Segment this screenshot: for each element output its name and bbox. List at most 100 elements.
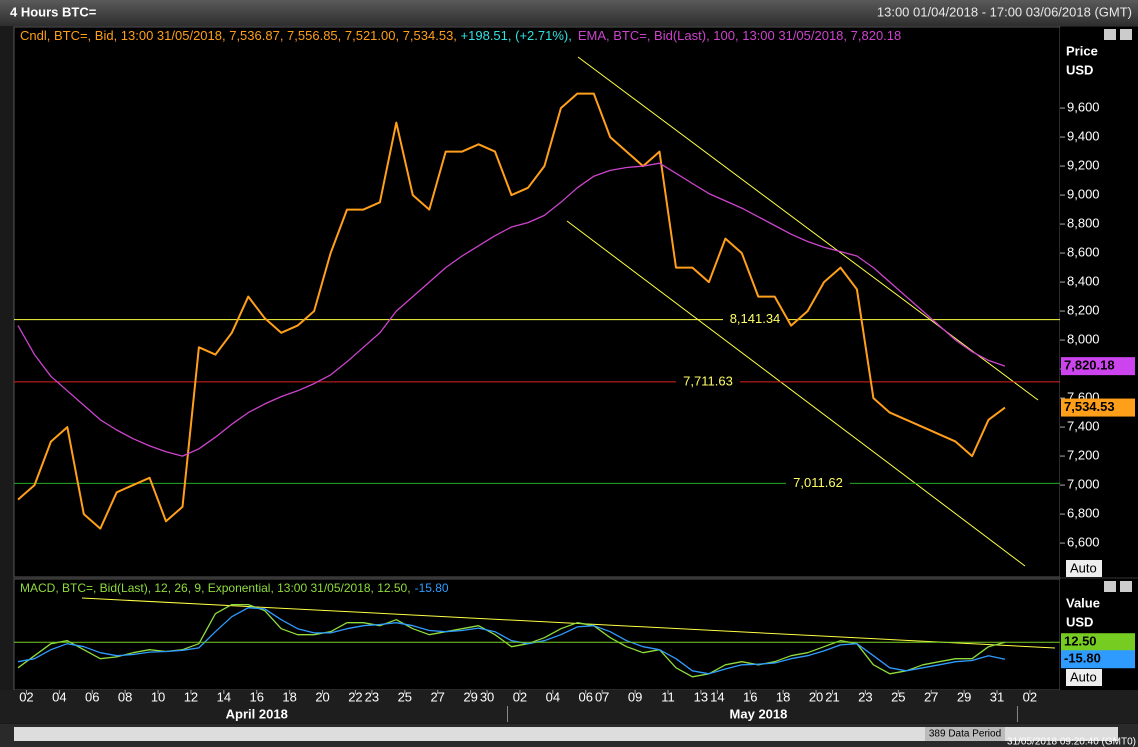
y-tick-label: 6,800 (1067, 506, 1100, 521)
x-tick-label: 29 (957, 689, 971, 704)
legend-entry: MACD, BTC=, Bid(Last), 12, 26, 9, Expone… (20, 581, 411, 595)
y-tick-label: 9,400 (1067, 128, 1100, 143)
y-tick-label: 7,400 (1067, 419, 1100, 434)
value-marker-label: 7,534.53 (1064, 399, 1115, 414)
axis-unit: USD (1066, 62, 1093, 77)
y-tick-label: 8,200 (1067, 303, 1100, 318)
x-tick-label: 27 (430, 689, 444, 704)
x-axis (0, 690, 1138, 723)
level-label-bg (786, 475, 850, 492)
x-tick-label: 02 (513, 689, 527, 704)
auto-label[interactable]: Auto (1070, 560, 1097, 575)
y-tick-label: 7,000 (1067, 477, 1100, 492)
y-tick-label: 6,600 (1067, 535, 1100, 550)
value-marker (1061, 633, 1135, 652)
y-tick-label: 9,600 (1067, 99, 1100, 114)
y-tick-label: 8,400 (1067, 273, 1100, 288)
x-tick-label: 14 (710, 689, 724, 704)
level-label: 7,011.62 (793, 475, 843, 490)
x-tick-label: 31 (990, 689, 1004, 704)
x-tick-label: 29 (463, 689, 477, 704)
x-tick-label: 20 (809, 689, 823, 704)
x-tick-label: 23 (858, 689, 872, 704)
legend-entry: EMA, BTC=, Bid(Last), 100, 13:00 31/05/2… (578, 28, 901, 43)
x-tick-label: 20 (315, 689, 329, 704)
auto-button[interactable] (1066, 560, 1102, 577)
level-label: 8,141.34 (730, 311, 781, 326)
panel-close[interactable] (1120, 29, 1132, 40)
axis-title: Price (1066, 43, 1098, 58)
panel-icon[interactable] (1104, 581, 1116, 592)
series-line (17, 92, 1006, 530)
x-tick-label: 14 (217, 689, 231, 704)
x-tick-label: 02 (19, 689, 33, 704)
axis-unit: USD (1066, 614, 1093, 629)
x-tick-label: 06 (579, 689, 593, 704)
auto-button[interactable] (1066, 669, 1102, 686)
window-title: 4 Hours BTC= (10, 4, 97, 19)
level-label-bg (723, 311, 787, 328)
x-tick-label: 13 (694, 689, 708, 704)
x-tick-label: 25 (398, 689, 412, 704)
x-tick-label: 11 (661, 689, 675, 704)
auto-label[interactable]: Auto (1070, 669, 1097, 684)
series-line (17, 162, 1006, 457)
x-tick-label: 06 (85, 689, 99, 704)
x-tick-label: 27 (924, 689, 938, 704)
x-tick-label: 12 (184, 689, 198, 704)
value-marker-label: 12.50 (1064, 634, 1097, 649)
header-bar (0, 0, 1138, 26)
x-tick-label: 09 (628, 689, 642, 704)
x-tick-label: 23 (365, 689, 379, 704)
macd-legend: MACD, BTC=, Bid(Last), 12, 26, 9, Expone… (20, 581, 449, 595)
timestamp: 31/05/2018 09:20:40 (GMT0) (1007, 737, 1136, 747)
trend-line (577, 56, 1039, 401)
x-tick-label: 04 (546, 689, 560, 704)
series-line (17, 607, 1006, 675)
y-tick-label: 8,000 (1067, 332, 1100, 347)
x-tick-label: 07 (595, 689, 609, 704)
month-label: May 2018 (730, 706, 788, 721)
scrollbar[interactable] (14, 727, 1118, 741)
panel-close[interactable] (1120, 581, 1132, 592)
x-tick-label: 30 (480, 689, 494, 704)
value-marker-label: 7,820.18 (1064, 358, 1115, 373)
x-tick-label: 21 (825, 689, 839, 704)
x-tick-label: 10 (151, 689, 165, 704)
x-tick-label: 16 (743, 689, 757, 704)
date-range: 13:00 01/04/2018 - 17:00 03/06/2018 (GMT… (877, 4, 1132, 19)
scroll-thumb[interactable] (925, 727, 1005, 741)
data-period: 389 Data Period (929, 729, 1001, 740)
x-tick-label: 22 (348, 689, 362, 704)
price-legend: Cndl, BTC=, Bid, 13:00 31/05/2018, 7,536… (20, 28, 901, 43)
y-tick-label: 8,800 (1067, 215, 1100, 230)
value-marker (1061, 650, 1135, 669)
level-label-bg (676, 373, 740, 390)
y-tick-label: 8,600 (1067, 244, 1100, 259)
value-marker (1061, 398, 1135, 417)
x-tick-label: 08 (118, 689, 132, 704)
legend-change: +198.51, (+2.71%), (461, 28, 572, 43)
axis-title: Value (1066, 595, 1100, 610)
trend-line (566, 220, 1026, 567)
panel-icon[interactable] (1104, 29, 1116, 40)
value-marker-label: -15.80 (1064, 651, 1101, 666)
legend-entry: -15.80 (415, 581, 449, 595)
value-marker (1061, 357, 1135, 376)
y-tick-label: 9,200 (1067, 157, 1100, 172)
legend-entry: Cndl, BTC=, Bid, 13:00 31/05/2018, 7,536… (20, 28, 461, 43)
x-tick-label: 02 (1023, 689, 1037, 704)
y-tick-label: 7,200 (1067, 448, 1100, 463)
trend-line (81, 597, 1056, 649)
x-tick-label: 16 (250, 689, 264, 704)
y-tick-label: 9,000 (1067, 186, 1100, 201)
macd-panel (13, 578, 1061, 691)
price-panel (13, 26, 1061, 578)
x-tick-label: 18 (776, 689, 790, 704)
x-tick-label: 18 (282, 689, 296, 704)
x-tick-label: 25 (891, 689, 905, 704)
month-label: April 2018 (226, 706, 288, 721)
price-axis (1060, 27, 1138, 577)
x-tick-label: 04 (52, 689, 66, 704)
